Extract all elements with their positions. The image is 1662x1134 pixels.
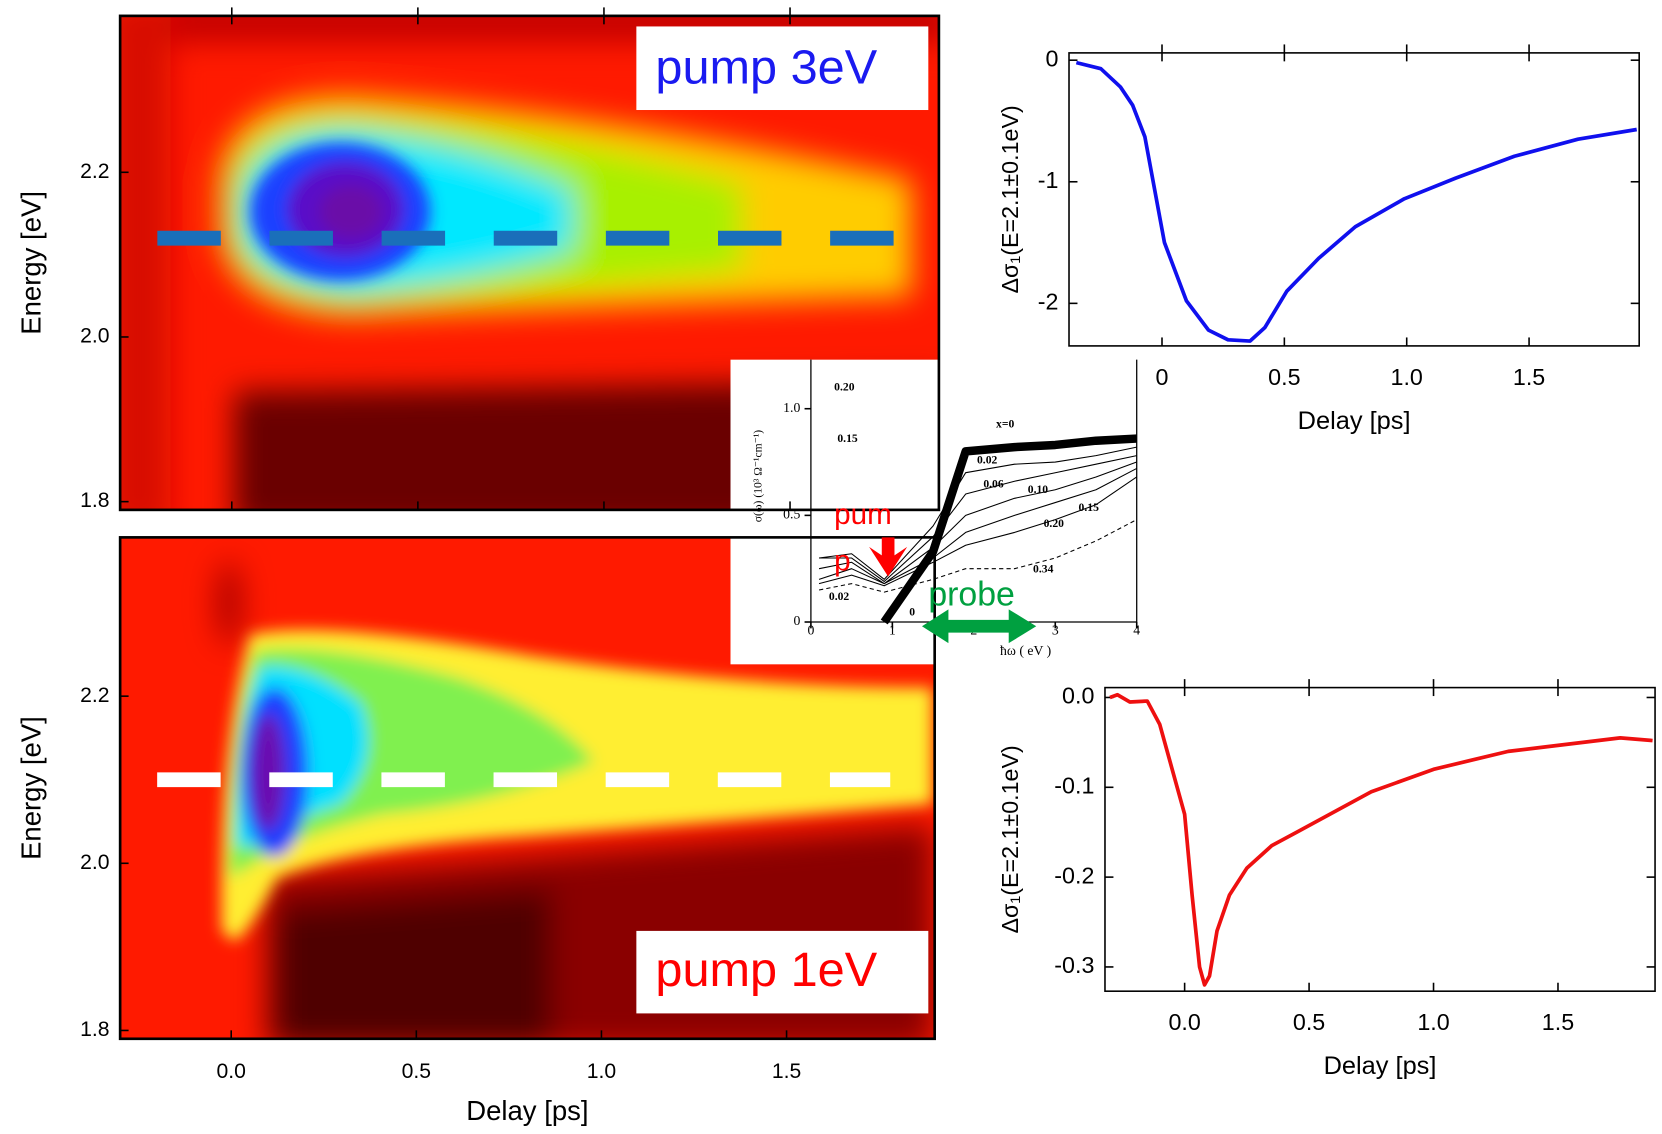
spectrum-line [819, 455, 1137, 583]
series-label: 0.10 [1028, 483, 1049, 496]
y-axis-label: Energy [eV] [16, 716, 47, 860]
x-tick-label: 0 [807, 623, 814, 638]
y-tick-label: -0.3 [1054, 952, 1094, 978]
y-tick-label: 0.0 [1062, 683, 1094, 709]
x-tick-label: 0.0 [1168, 1009, 1200, 1035]
left-label: 0.02 [829, 590, 850, 603]
left-label: 0 [909, 606, 915, 619]
y-tick-label: 2.0 [80, 325, 109, 348]
spectrum-line [818, 476, 1138, 587]
y-tick-label: 0 [1045, 45, 1058, 71]
y-tick-label: -2 [1038, 288, 1059, 314]
x-axis-label: ħω ( eV ) [1000, 643, 1051, 659]
x-tick-label: 1.0 [1417, 1009, 1449, 1035]
plot-frame [1068, 52, 1640, 347]
x-tick-label: 1.5 [1542, 1009, 1574, 1035]
y-tick-label: 1.0 [783, 400, 800, 415]
pump-label: p [834, 545, 850, 578]
x-axis-label: Delay [ps] [1324, 1052, 1437, 1080]
y-axis-label: Δσ₁(E=2.1±0.1eV) [997, 105, 1023, 293]
x-tick-label: 1.0 [1391, 364, 1423, 390]
series-label: 0.20 [1044, 517, 1065, 530]
x-tick-label: 3 [1052, 623, 1059, 638]
pump-label: pum [834, 498, 892, 531]
annotation-box [636, 26, 929, 111]
inset-labels: x=0 0.02 0.06 0.10 0.15 0.20 0.34 0.20 0… [829, 380, 1099, 618]
x-tick-label: 1.5 [1513, 364, 1545, 390]
spectrum-line [818, 519, 1137, 593]
annotation: pump 3eV [655, 41, 877, 95]
y-tick-label: -0.2 [1054, 862, 1094, 888]
x-tick-label: 0.0 [217, 1060, 246, 1083]
data-line [1109, 692, 1653, 987]
annotation-box [636, 930, 929, 1014]
spectrum-line [818, 461, 1137, 585]
x-tick-label: 0 [1156, 364, 1169, 390]
annotation: pump 1eV [655, 943, 877, 997]
spectrum-line [880, 434, 1137, 625]
y-tick-label: 1.8 [80, 1018, 109, 1041]
spectrum-line [818, 446, 1137, 580]
probe-arrow [921, 609, 1037, 644]
x-axis-label: Delay [ps] [466, 1095, 588, 1126]
x-tick-label: 4 [1133, 623, 1140, 638]
series-label: 0.34 [1033, 562, 1054, 575]
left-label: 0.15 [837, 432, 858, 445]
x-tick-label: 1 [889, 623, 896, 638]
spectrum-line [818, 467, 1137, 585]
y-tick-label: -1 [1038, 167, 1059, 193]
y-axis-label: Δσ₁(E=2.1±0.1eV) [997, 745, 1023, 933]
pump-arrow [869, 537, 908, 577]
y-tick-label: 2.2 [80, 160, 109, 183]
plot-frame [118, 536, 936, 1041]
probe-label: probe [928, 576, 1015, 614]
y-axis-label: σ(ω) (10³ Ω⁻¹cm⁻¹) [752, 430, 765, 523]
x-tick-label: 1.0 [587, 1060, 616, 1083]
series-label: 0.06 [983, 478, 1004, 491]
x-tick-label: 0.5 [1268, 364, 1300, 390]
plot-frame [1104, 686, 1656, 992]
y-tick-label: 0.5 [783, 507, 800, 522]
y-tick-label: 0 [793, 613, 800, 628]
data-line [1075, 60, 1638, 343]
x-tick-label: 1.5 [772, 1060, 801, 1083]
x-tick-label: 0.5 [402, 1060, 431, 1083]
series-label: 0.02 [977, 453, 998, 466]
y-tick-label: 2.0 [80, 851, 109, 874]
y-axis-label: Energy [eV] [16, 191, 47, 335]
y-tick-label: 2.2 [80, 684, 109, 707]
plot-frame [118, 14, 941, 512]
series-label: x=0 [996, 417, 1014, 430]
left-label: 0.20 [834, 380, 855, 393]
x-axis-label: Delay [ps] [1298, 407, 1411, 435]
x-tick-label: 0.5 [1293, 1009, 1325, 1035]
y-tick-label: 1.8 [80, 489, 109, 512]
y-tick-label: -0.1 [1054, 772, 1094, 798]
